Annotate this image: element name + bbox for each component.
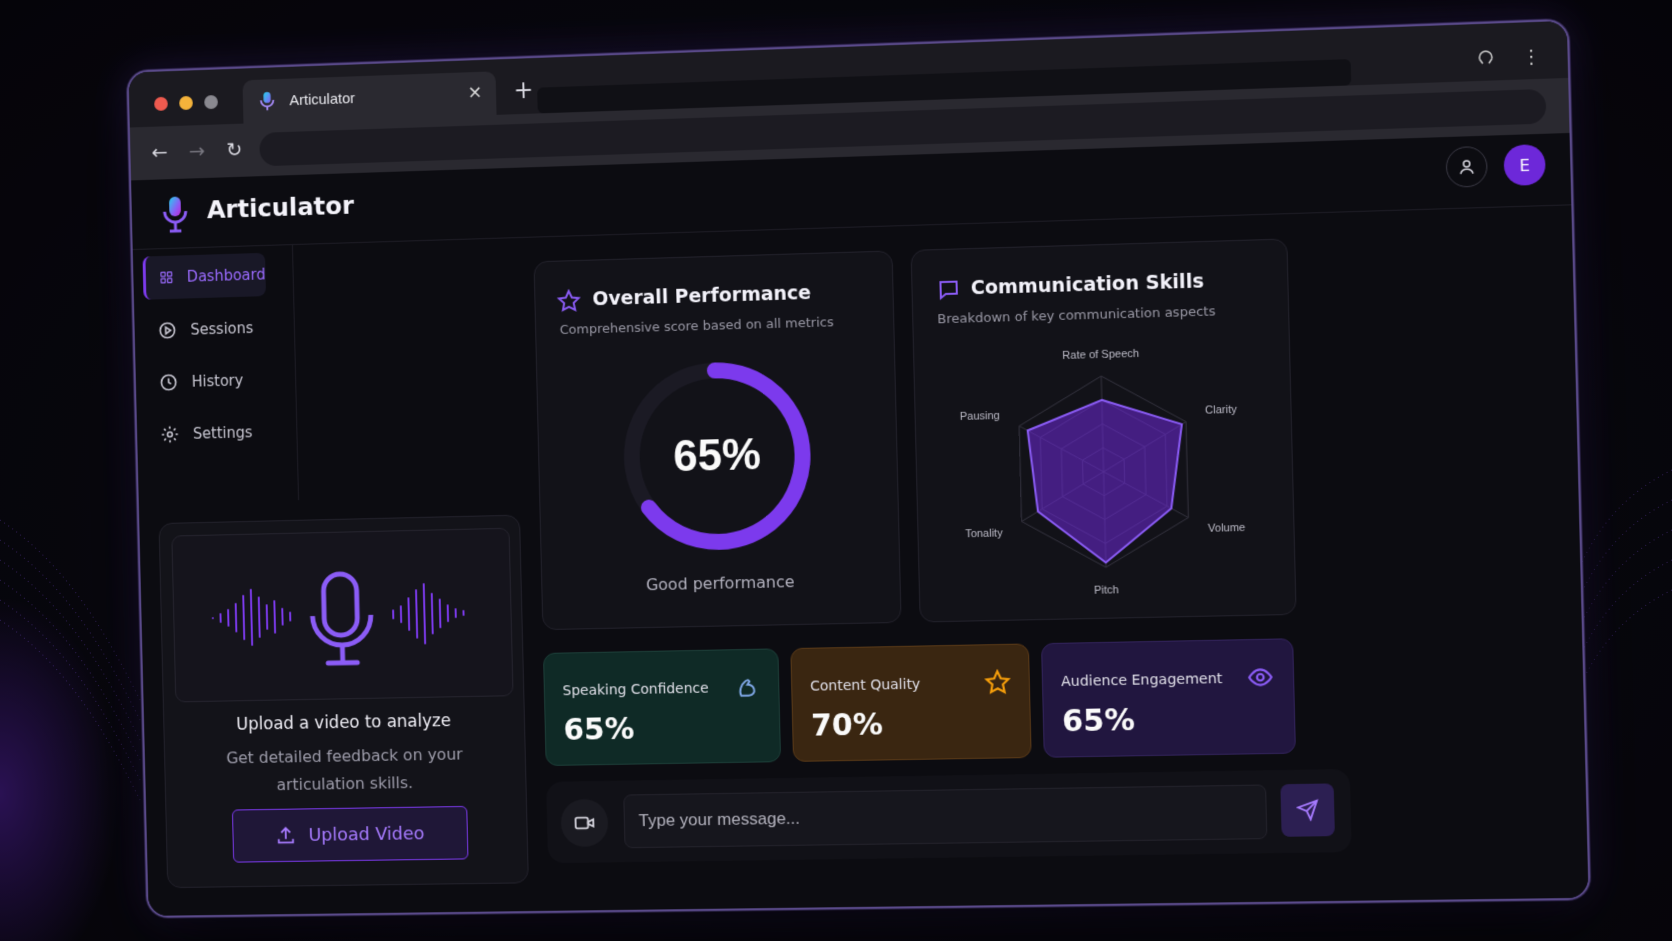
radar-axis-label: Volume: [1208, 522, 1246, 535]
sidebar-item-dashboard[interactable]: Dashboard: [143, 253, 267, 300]
maximize-window-button[interactable]: [204, 95, 218, 109]
sidebar-item-label: Sessions: [190, 319, 253, 338]
upload-dropzone[interactable]: [171, 528, 513, 703]
sidebar-item-sessions[interactable]: Sessions: [144, 306, 265, 353]
radar-axis-label: Tonality: [965, 528, 1003, 541]
performance-caption: Good performance: [542, 570, 900, 597]
performance-ring: 65%: [616, 354, 819, 558]
headset-icon[interactable]: [1476, 48, 1495, 67]
tab-title: Articulator: [289, 90, 355, 109]
metric-card-content-quality: Content Quality 70%: [790, 643, 1031, 762]
card-title: Communication Skills: [971, 270, 1205, 299]
browser-menu-icon[interactable]: ⋮: [1522, 46, 1541, 68]
play-circle-icon: [158, 320, 178, 340]
new-tab-button[interactable]: +: [513, 76, 533, 104]
window-controls: [154, 95, 218, 111]
upload-icon: [275, 824, 297, 846]
metric-label: Content Quality: [810, 677, 921, 695]
sidebar-item-label: Dashboard: [187, 266, 266, 286]
brand-name: Articulator: [207, 191, 355, 224]
upload-video-button[interactable]: Upload Video: [232, 806, 469, 863]
radar-axis-label: Clarity: [1205, 404, 1238, 417]
video-record-button[interactable]: [560, 799, 608, 847]
communication-radar-chart: Rate of Speech Clarity Volume Pitch Tonality…: [929, 331, 1280, 611]
gear-icon: [160, 424, 180, 444]
card-subtitle: Comprehensive score based on all metrics: [560, 315, 834, 338]
browser-window: Articulator × + ⋮ ← → ↻ Articulator: [127, 19, 1591, 918]
microphone-waveform-icon: [172, 529, 512, 702]
chat-bubble-icon: [936, 277, 961, 302]
video-camera-icon: [573, 814, 595, 832]
radar-axis-label: Pausing: [960, 410, 1000, 423]
metric-value: 70%: [811, 707, 884, 743]
communication-skills-card: Communication Skills Breakdown of key co…: [911, 238, 1297, 622]
sidebar-item-settings[interactable]: Settings: [146, 410, 267, 456]
app-root: Articulator E Dashboard Sessions History: [131, 133, 1589, 916]
forward-button[interactable]: →: [189, 139, 206, 163]
metric-label: Audience Engagement: [1061, 671, 1223, 690]
upload-title: Upload a video to analyze: [164, 710, 524, 736]
send-icon: [1296, 799, 1319, 822]
back-button[interactable]: ←: [151, 140, 168, 164]
performance-value: 65%: [673, 430, 762, 481]
radar-axis-label: Pitch: [1094, 584, 1119, 597]
sidebar-item-label: Settings: [193, 423, 253, 442]
upload-button-label: Upload Video: [308, 823, 425, 845]
user-icon: [1457, 157, 1476, 176]
message-input[interactable]: [623, 784, 1267, 848]
microphone-logo-icon: [256, 90, 278, 112]
grid-icon: [159, 267, 174, 287]
star-icon: [984, 669, 1011, 696]
tabbar-actions: ⋮: [1476, 46, 1541, 70]
chat-bar: [546, 769, 1352, 863]
flexed-arm-icon: [734, 674, 760, 700]
card-subtitle: Breakdown of key communication aspects: [937, 304, 1215, 327]
minimize-window-button[interactable]: [179, 96, 193, 110]
sidebar-item-label: History: [192, 372, 244, 391]
clock-icon: [159, 372, 179, 392]
profile-button[interactable]: [1446, 146, 1488, 188]
eye-icon: [1246, 664, 1275, 691]
star-outline-icon: [557, 289, 581, 314]
metric-label: Speaking Confidence: [562, 681, 708, 700]
metric-value: 65%: [1062, 703, 1136, 740]
metric-card-speaking-confidence: Speaking Confidence 65%: [543, 648, 781, 766]
tab-close-icon[interactable]: ×: [467, 82, 482, 103]
upload-card: Upload a video to analyze Get detailed f…: [159, 515, 529, 889]
metric-card-audience-engagement: Audience Engagement 65%: [1041, 638, 1296, 758]
sidebar-item-history[interactable]: History: [145, 358, 266, 404]
avatar[interactable]: E: [1503, 144, 1545, 186]
sidebar: Dashboard Sessions History Settings: [133, 244, 299, 504]
overall-performance-card: Overall Performance Comprehensive score …: [533, 250, 901, 630]
metric-value: 65%: [563, 712, 635, 748]
send-button[interactable]: [1280, 783, 1335, 836]
close-window-button[interactable]: [154, 97, 168, 111]
radar-axis-label: Rate of Speech: [1062, 348, 1139, 362]
upload-subtitle: Get detailed feedback on your articulati…: [203, 740, 486, 800]
radar-data-area: [1027, 398, 1185, 564]
card-title: Overall Performance: [592, 282, 811, 310]
reload-button[interactable]: ↻: [226, 137, 243, 161]
articulator-logo-icon: [158, 194, 192, 234]
